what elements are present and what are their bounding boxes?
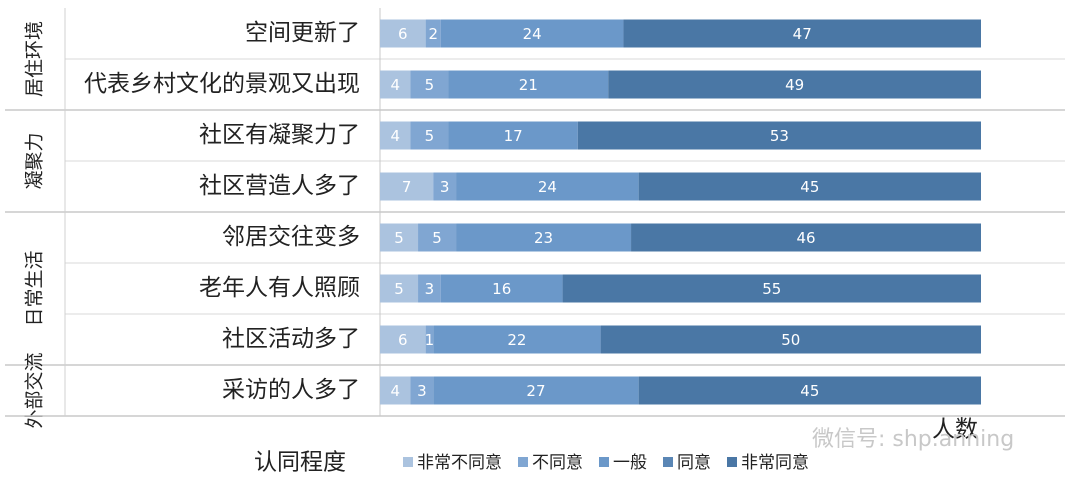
data-label: 2 [428, 25, 438, 43]
x-axis-label: 人数 [932, 417, 978, 443]
data-label: 4 [390, 127, 400, 145]
bar-segment [433, 376, 639, 405]
bar-segment [418, 274, 441, 303]
watermark: 微信号: shp.anning [812, 427, 1014, 452]
bar-segment [380, 121, 411, 150]
bar-segment [448, 70, 609, 99]
data-label: 5 [394, 280, 404, 298]
data-label: 47 [793, 25, 812, 43]
legend-label: 同意 [677, 453, 711, 473]
bar-segment [623, 19, 981, 48]
data-label: 5 [425, 76, 435, 94]
bar-segment [456, 172, 639, 201]
bar-segment [410, 376, 434, 405]
group-label: 居住环境 [24, 21, 46, 97]
data-label: 7 [402, 178, 412, 196]
bar-segment [577, 121, 981, 150]
bar-segment [456, 223, 632, 252]
category-label: 社区有凝聚力了 [199, 122, 360, 148]
legend-swatch [599, 457, 609, 467]
category-label: 代表乡村文化的景观又出现 [84, 71, 360, 97]
legend-label: 不同意 [532, 453, 583, 473]
legend-label: 一般 [613, 453, 647, 473]
data-label: 3 [440, 178, 450, 196]
category-label: 采访的人多了 [222, 377, 360, 403]
category-label: 邻居交往变多 [222, 224, 360, 250]
data-label: 17 [504, 127, 523, 145]
bar-segment [380, 376, 411, 405]
data-label: 1 [425, 331, 435, 349]
bar-segment [638, 172, 981, 201]
legend-swatch [518, 457, 528, 467]
group-label: 凝聚力 [24, 132, 46, 189]
data-label: 21 [519, 76, 538, 94]
legend-swatch [663, 457, 673, 467]
group-label: 外部交流 [24, 352, 46, 428]
category-label: 老年人有人照顾 [199, 275, 360, 301]
bar-segment [562, 274, 981, 303]
data-label: 22 [507, 331, 526, 349]
data-label: 3 [417, 382, 427, 400]
data-label: 4 [390, 76, 400, 94]
bar-segment [631, 223, 981, 252]
data-label: 49 [785, 76, 804, 94]
bar-segment [380, 70, 411, 99]
bar-segment [418, 223, 457, 252]
data-label: 27 [526, 382, 545, 400]
bar-segment [433, 325, 601, 354]
data-label: 45 [800, 178, 819, 196]
data-label: 5 [425, 127, 435, 145]
data-label: 45 [800, 382, 819, 400]
bar-segment [600, 325, 981, 354]
bar-segment [410, 121, 449, 150]
data-label: 5 [432, 229, 442, 247]
data-label: 6 [398, 331, 408, 349]
data-label: 24 [538, 178, 557, 196]
legend-swatch [727, 457, 737, 467]
bar-segment [380, 172, 434, 201]
bar-segment [440, 274, 563, 303]
bar-segment [425, 325, 434, 354]
category-label: 社区活动多了 [222, 326, 360, 352]
data-label: 55 [762, 280, 781, 298]
data-label: 53 [770, 127, 789, 145]
bar-segment [380, 274, 419, 303]
data-label: 3 [425, 280, 435, 298]
group-label: 日常生活 [24, 250, 46, 326]
data-label: 50 [781, 331, 800, 349]
bar-segment [380, 223, 419, 252]
legend-label: 非常不同意 [417, 453, 502, 473]
category-label: 空间更新了 [245, 20, 360, 46]
legend-title: 认同程度 [254, 450, 346, 476]
bar-segment [448, 121, 578, 150]
data-label: 4 [390, 382, 400, 400]
bar-segment [440, 19, 624, 48]
bar-segment [410, 70, 449, 99]
bar-segment [380, 325, 426, 354]
legend-label: 非常同意 [741, 453, 809, 473]
bar-segment [425, 19, 441, 48]
bar-segment [433, 172, 457, 201]
data-label: 5 [394, 229, 404, 247]
data-label: 23 [534, 229, 553, 247]
bar-segment [608, 70, 981, 99]
data-label: 24 [523, 25, 542, 43]
data-label: 46 [796, 229, 815, 247]
bar-segment [638, 376, 981, 405]
legend-swatch [403, 457, 413, 467]
data-label: 16 [492, 280, 511, 298]
data-label: 6 [398, 25, 408, 43]
category-label: 社区营造人多了 [199, 173, 360, 199]
bar-segment [380, 19, 426, 48]
